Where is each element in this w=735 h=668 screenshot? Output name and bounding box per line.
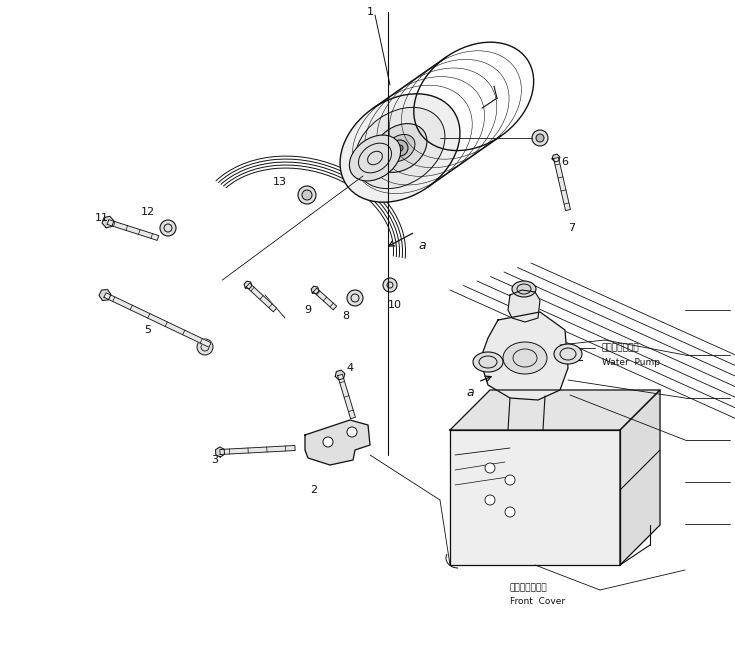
Text: フロントカバー: フロントカバー <box>510 584 548 593</box>
Polygon shape <box>337 374 356 419</box>
Ellipse shape <box>340 94 460 202</box>
Text: 1: 1 <box>367 7 373 17</box>
Circle shape <box>505 507 515 517</box>
Text: 10: 10 <box>388 300 402 310</box>
Polygon shape <box>99 290 111 301</box>
Ellipse shape <box>349 135 401 181</box>
Ellipse shape <box>473 352 503 372</box>
Circle shape <box>485 495 495 505</box>
Text: ウォータポンプ: ウォータポンプ <box>602 343 639 353</box>
Polygon shape <box>553 158 570 210</box>
Ellipse shape <box>512 281 536 297</box>
Circle shape <box>392 140 408 156</box>
Polygon shape <box>335 370 345 380</box>
Text: 3: 3 <box>212 455 218 465</box>
Polygon shape <box>480 312 568 400</box>
Circle shape <box>302 190 312 200</box>
Text: 5: 5 <box>145 325 151 335</box>
Circle shape <box>536 134 544 142</box>
Circle shape <box>383 278 397 292</box>
Text: 6: 6 <box>562 157 568 167</box>
Ellipse shape <box>355 108 445 188</box>
Polygon shape <box>313 288 337 310</box>
Circle shape <box>160 220 176 236</box>
Text: Water  Pump: Water Pump <box>602 357 660 367</box>
Polygon shape <box>311 286 319 294</box>
Ellipse shape <box>373 124 427 172</box>
Text: 7: 7 <box>568 223 576 233</box>
Polygon shape <box>104 293 211 347</box>
Polygon shape <box>215 447 224 457</box>
Polygon shape <box>244 281 252 289</box>
Polygon shape <box>107 220 159 240</box>
Circle shape <box>505 475 515 485</box>
Polygon shape <box>450 390 660 430</box>
Circle shape <box>347 290 363 306</box>
Text: 4: 4 <box>346 363 354 373</box>
Text: 12: 12 <box>141 207 155 217</box>
Text: Front  Cover: Front Cover <box>510 597 565 605</box>
Text: 13: 13 <box>273 177 287 187</box>
Circle shape <box>485 463 495 473</box>
Ellipse shape <box>554 344 582 364</box>
Circle shape <box>397 145 403 151</box>
Ellipse shape <box>385 134 415 162</box>
Polygon shape <box>305 420 370 465</box>
Circle shape <box>532 130 548 146</box>
Text: 11: 11 <box>95 213 109 223</box>
Polygon shape <box>508 290 540 322</box>
Text: a: a <box>418 238 426 251</box>
Circle shape <box>347 427 357 437</box>
Circle shape <box>323 437 333 447</box>
Polygon shape <box>552 154 560 162</box>
Circle shape <box>298 186 316 204</box>
Ellipse shape <box>503 342 547 374</box>
Polygon shape <box>620 390 660 565</box>
Polygon shape <box>102 216 114 228</box>
Text: 8: 8 <box>343 311 350 321</box>
Text: 2: 2 <box>310 485 318 495</box>
Polygon shape <box>450 430 620 565</box>
Circle shape <box>197 339 213 355</box>
Polygon shape <box>220 446 295 454</box>
Text: 9: 9 <box>304 305 312 315</box>
Text: a: a <box>466 385 474 399</box>
Polygon shape <box>246 283 276 312</box>
